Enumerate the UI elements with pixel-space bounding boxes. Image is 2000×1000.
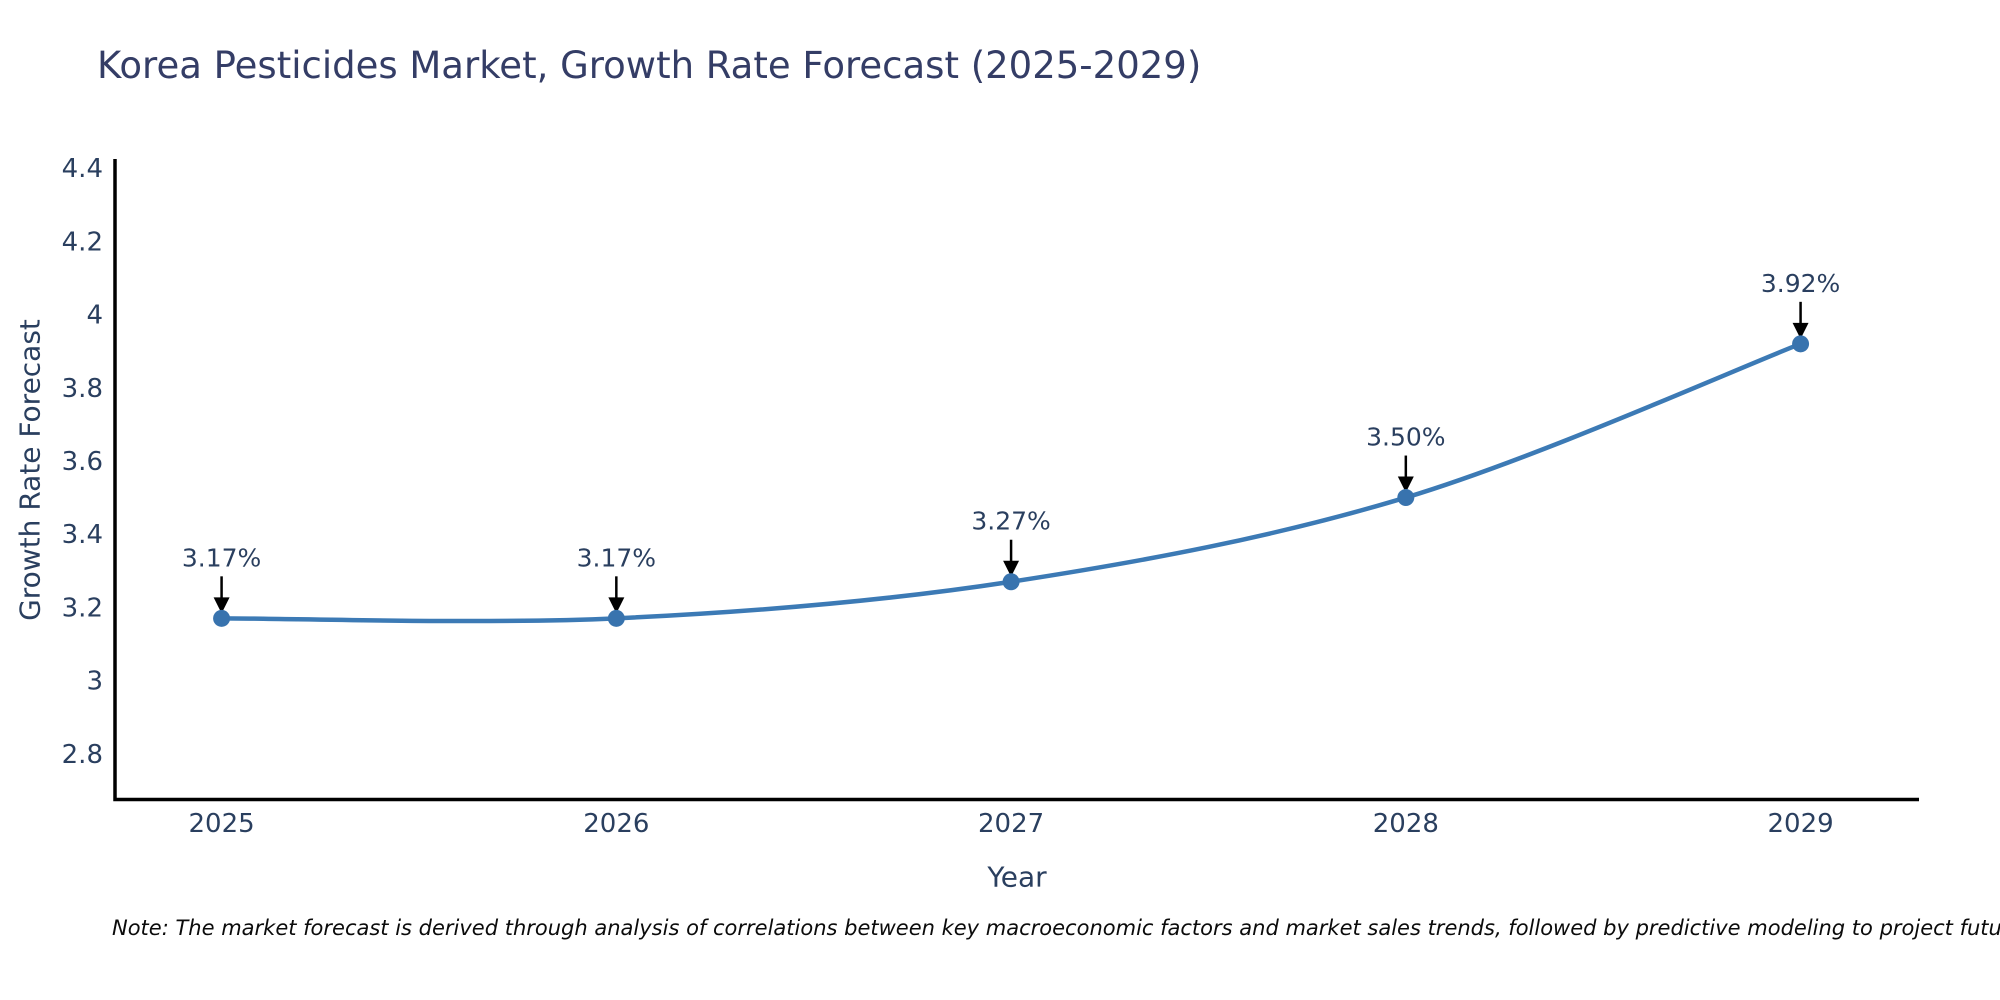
annotation-arrow-head [1003, 560, 1020, 577]
point-value-label: 3.50% [1366, 423, 1445, 452]
x-tick-label: 2026 [583, 809, 649, 839]
annotation-arrow-head [1397, 476, 1414, 493]
data-point-marker[interactable] [1397, 489, 1415, 507]
annotation-arrow-head [608, 597, 625, 614]
annotation-arrow-head [213, 597, 230, 614]
y-tick-label: 3.6 [62, 447, 103, 477]
x-tick-label: 2025 [188, 809, 254, 839]
y-tick-label: 2.8 [62, 740, 103, 770]
y-tick-label: 3.2 [62, 593, 103, 623]
point-value-label: 3.92% [1761, 269, 1840, 298]
data-point-marker[interactable] [213, 609, 231, 627]
x-tick-label: 2029 [1767, 809, 1833, 839]
footnote: Note: The market forecast is derived thr… [112, 916, 2000, 940]
y-tick-label: 4.2 [62, 227, 103, 257]
data-point-marker[interactable] [1792, 335, 1810, 353]
axis-lines [113, 159, 1919, 802]
chart-title: Korea Pesticides Market, Growth Rate For… [97, 44, 1202, 87]
y-tick-label: 3.4 [62, 520, 103, 550]
annotation-arrow-head [1792, 322, 1809, 339]
point-value-label: 3.17% [577, 543, 656, 572]
y-tick-label: 3.8 [62, 374, 103, 404]
x-axis-title: Year [987, 860, 1047, 894]
data-point-marker[interactable] [607, 609, 625, 627]
point-value-label: 3.17% [182, 543, 261, 572]
x-tick-label: 2028 [1373, 809, 1439, 839]
y-tick-label: 4.4 [62, 154, 103, 184]
y-tick-label: 3 [86, 667, 103, 697]
data-point-marker[interactable] [1002, 573, 1020, 591]
x-tick-label: 2027 [978, 809, 1044, 839]
y-tick-label: 4 [86, 301, 103, 331]
point-value-label: 3.27% [971, 507, 1050, 536]
